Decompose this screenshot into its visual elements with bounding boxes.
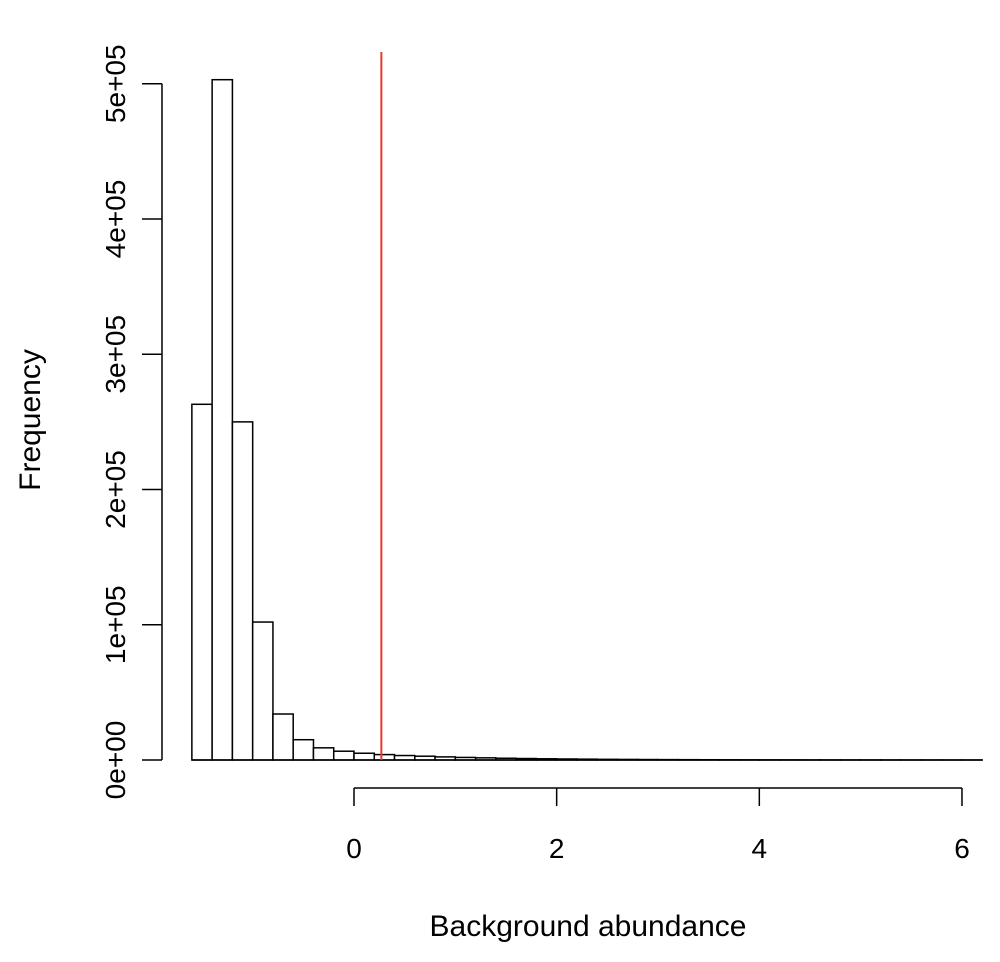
y-tick-label: 5e+05: [100, 44, 131, 123]
x-tick-label: 0: [346, 833, 362, 864]
x-axis-title: Background abundance: [430, 910, 747, 943]
histogram-bar-6: [312, 747, 335, 761]
histogram-bar-0: [191, 403, 213, 761]
y-tick-label: 0e+00: [100, 721, 131, 800]
y-tick-label: 2e+05: [100, 450, 131, 529]
histogram-bar-1: [211, 78, 234, 761]
y-tick-label: 1e+05: [100, 585, 131, 664]
histogram-bars: [191, 78, 983, 761]
y-axis: 0e+00 1e+05 2e+05 3e+05 4e+05 5e+05: [100, 44, 163, 800]
x-tick-label: 4: [752, 833, 768, 864]
x-axis: 0 2 4 6: [346, 787, 970, 864]
histogram-bar-2: [231, 421, 254, 761]
y-tick-label: 3e+05: [100, 315, 131, 394]
x-tick-label: 2: [549, 833, 565, 864]
histogram-bar-7: [332, 750, 355, 761]
y-tick-label: 4e+05: [100, 180, 131, 259]
histogram-bar-4: [272, 713, 294, 761]
histogram-bar-3: [251, 621, 274, 761]
y-axis-title: Frequency: [14, 349, 47, 491]
x-tick-label: 6: [954, 833, 970, 864]
histogram-bar-9: [373, 753, 396, 761]
histogram-bar-8: [353, 752, 376, 761]
histogram-bar-5: [292, 738, 315, 761]
